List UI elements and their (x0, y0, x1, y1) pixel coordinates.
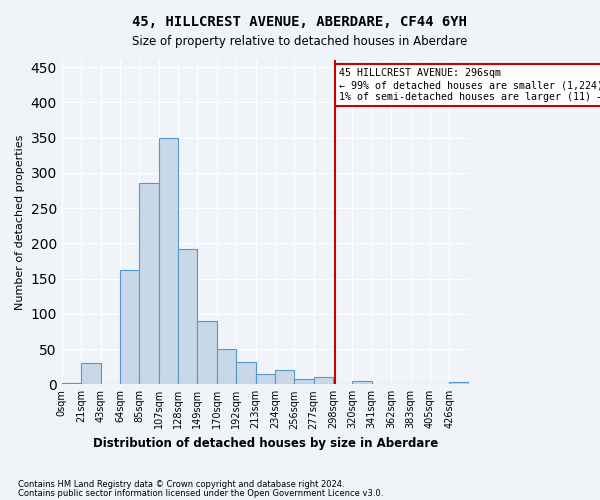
Bar (81, 363, 101, 384)
Y-axis label: Number of detached properties: Number of detached properties (15, 134, 25, 310)
Bar (139, 184, 158, 384)
Bar (178, 249, 197, 384)
Bar (314, 378, 333, 384)
Text: Contains HM Land Registry data © Crown copyright and database right 2024.: Contains HM Land Registry data © Crown c… (18, 480, 344, 489)
Bar (197, 321, 217, 384)
Bar (449, 382, 469, 384)
Bar (120, 270, 139, 384)
Text: 45 HILLCREST AVENUE: 296sqm
← 99% of detached houses are smaller (1,224)
1% of s: 45 HILLCREST AVENUE: 296sqm ← 99% of det… (340, 68, 600, 102)
Bar (256, 374, 275, 384)
Bar (275, 370, 294, 384)
Text: 45, HILLCREST AVENUE, ABERDARE, CF44 6YH: 45, HILLCREST AVENUE, ABERDARE, CF44 6YH (133, 15, 467, 29)
X-axis label: Distribution of detached houses by size in Aberdare: Distribution of detached houses by size … (92, 437, 438, 450)
Text: Contains public sector information licensed under the Open Government Licence v3: Contains public sector information licen… (18, 488, 383, 498)
Bar (294, 380, 314, 384)
Bar (158, 138, 178, 384)
Bar (217, 349, 236, 384)
Bar (236, 362, 256, 384)
Text: Size of property relative to detached houses in Aberdare: Size of property relative to detached ho… (133, 35, 467, 48)
Bar (352, 381, 372, 384)
Bar (62, 383, 81, 384)
